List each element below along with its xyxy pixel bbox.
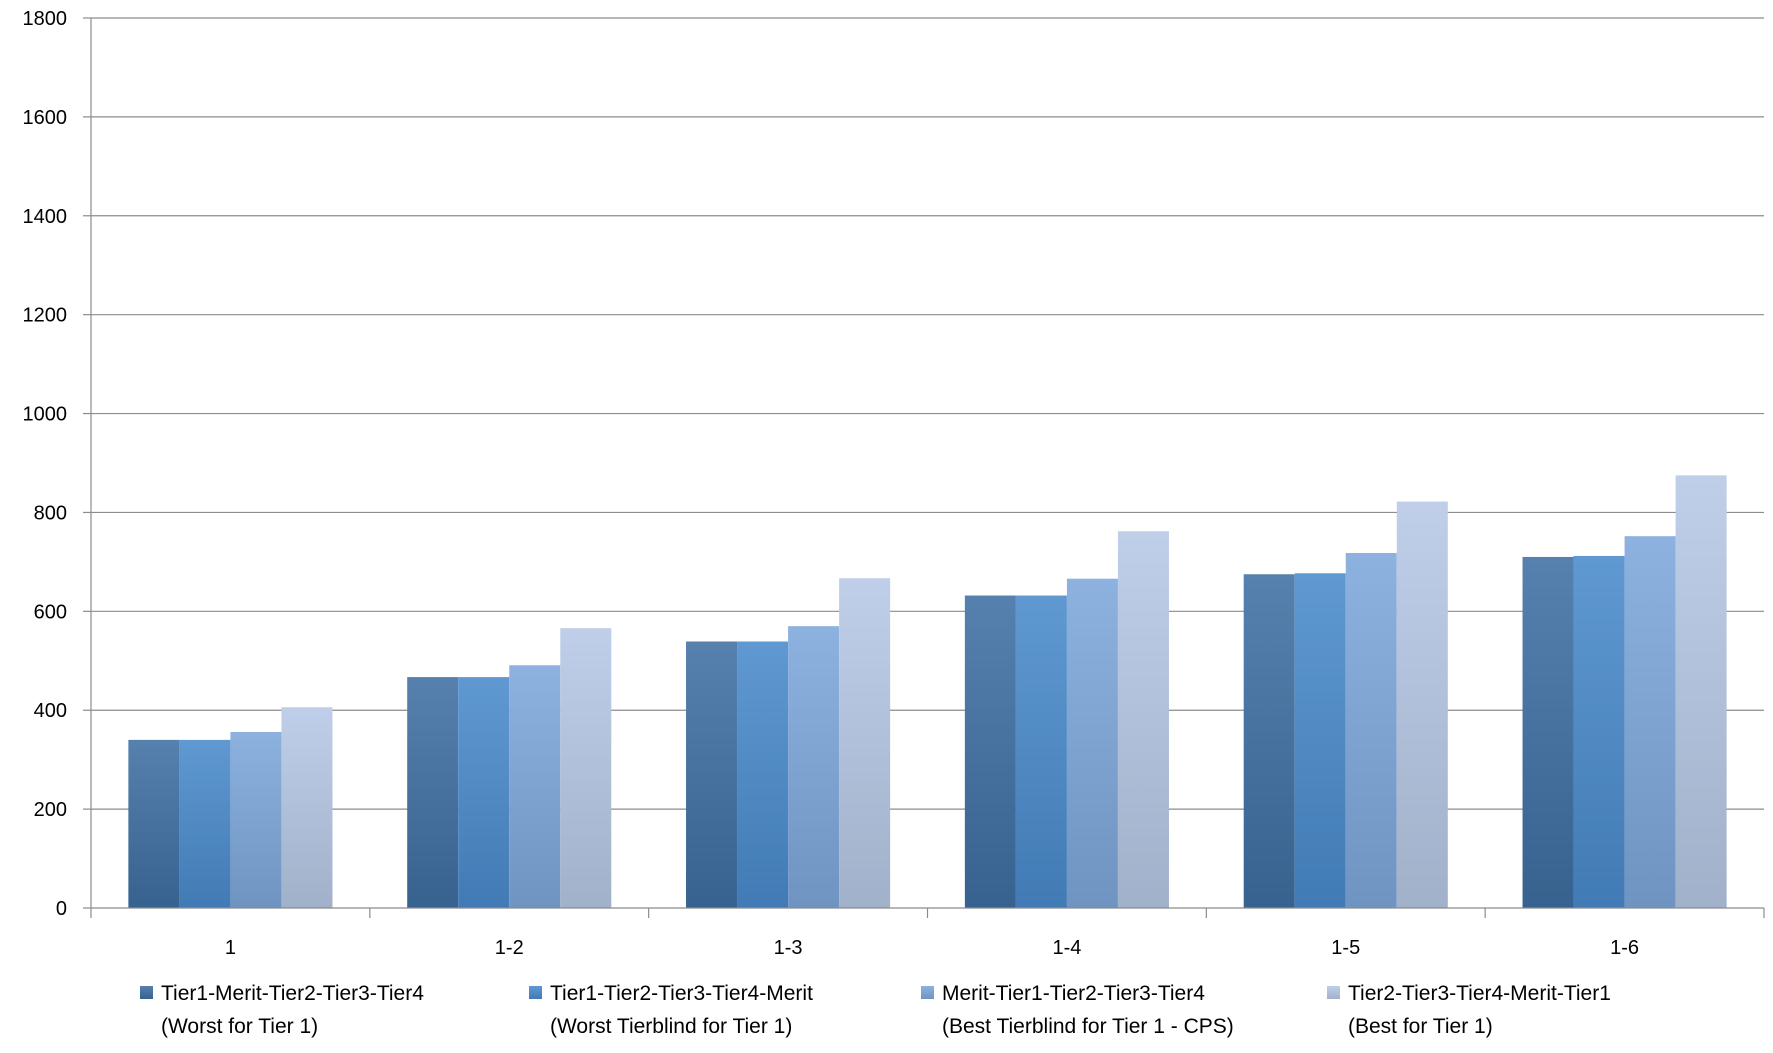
- y-tick-label: 400: [34, 700, 67, 722]
- x-tick-label: 1-3: [774, 937, 803, 959]
- bar-4-1-4: [1117, 531, 1169, 908]
- bar-4-1-2: [560, 628, 612, 908]
- axes: 0 200 400 600 800 1000 1200 1400 1600 1800 1 1-2 1-3…: [23, 8, 1765, 959]
- x-tick-label: 1-4: [1052, 937, 1081, 959]
- bar-3-1-4: [1066, 578, 1118, 908]
- bar-1-1-3: [686, 641, 738, 908]
- bar-1-1-5: [1243, 574, 1295, 908]
- bar-4-1-6: [1675, 475, 1727, 908]
- x-tick-label: 1: [225, 937, 236, 959]
- legend-label: Tier1-Tier2-Tier3-Tier4-Merit: [550, 982, 813, 1005]
- legend-label: Tier1-Merit-Tier2-Tier3-Tier4: [161, 982, 424, 1005]
- x-tick-label: 1-2: [495, 937, 524, 959]
- legend-sublabel: (Best for Tier 1): [1348, 1015, 1493, 1038]
- bar-3-1-2: [509, 665, 561, 908]
- x-tick-label: 1-5: [1331, 937, 1360, 959]
- y-tick-label: 1000: [23, 404, 68, 426]
- legend-sublabel: (Worst for Tier 1): [161, 1015, 318, 1038]
- y-tick-label: 1400: [23, 206, 68, 228]
- bar-1-1: [128, 739, 180, 908]
- legend-sublabel: (Best Tierblind for Tier 1 - CPS): [942, 1015, 1234, 1038]
- legend-swatch: [1327, 986, 1340, 999]
- bar-2-1-6: [1573, 555, 1625, 908]
- bar-4-1-5: [1396, 501, 1448, 908]
- y-tick-label: 1800: [23, 8, 68, 30]
- y-tick-label: 1200: [23, 305, 68, 327]
- legend-swatch: [529, 986, 542, 999]
- legend-swatch: [921, 986, 934, 999]
- bar-1-1-2: [407, 677, 459, 908]
- y-tick-label: 600: [34, 601, 67, 623]
- legend-label: Tier2-Tier3-Tier4-Merit-Tier1: [1348, 982, 1611, 1005]
- y-tick-label: 800: [34, 502, 67, 524]
- x-tick-label: 1-6: [1610, 937, 1639, 959]
- bar-2-1-4: [1015, 595, 1067, 908]
- bar-2-1-2: [458, 677, 510, 908]
- bar-3-1-6: [1624, 536, 1676, 908]
- bar-4-1-3: [839, 578, 891, 908]
- bars: [128, 475, 1727, 908]
- bar-3-1-5: [1345, 552, 1397, 908]
- legend: Tier1-Merit-Tier2-Tier3-Tier4 (Worst for …: [140, 982, 1611, 1038]
- y-tick-label: 0: [56, 898, 67, 920]
- bar-4-1: [281, 707, 333, 908]
- bar-1-1-4: [964, 595, 1016, 908]
- legend-swatch: [140, 986, 153, 999]
- bar-2-1-5: [1294, 573, 1346, 908]
- legend-sublabel: (Worst Tierblind for Tier 1): [550, 1015, 792, 1038]
- legend-label: Merit-Tier1-Tier2-Tier3-Tier4: [942, 982, 1205, 1005]
- bar-3-1: [230, 731, 282, 908]
- y-tick-label: 200: [34, 799, 67, 821]
- gridlines: [91, 17, 1764, 810]
- bar-2-1: [179, 739, 231, 908]
- bar-2-1-3: [737, 641, 789, 908]
- bar-3-1-3: [788, 626, 840, 908]
- bar-1-1-6: [1522, 556, 1574, 908]
- y-tick-label: 1600: [23, 107, 68, 129]
